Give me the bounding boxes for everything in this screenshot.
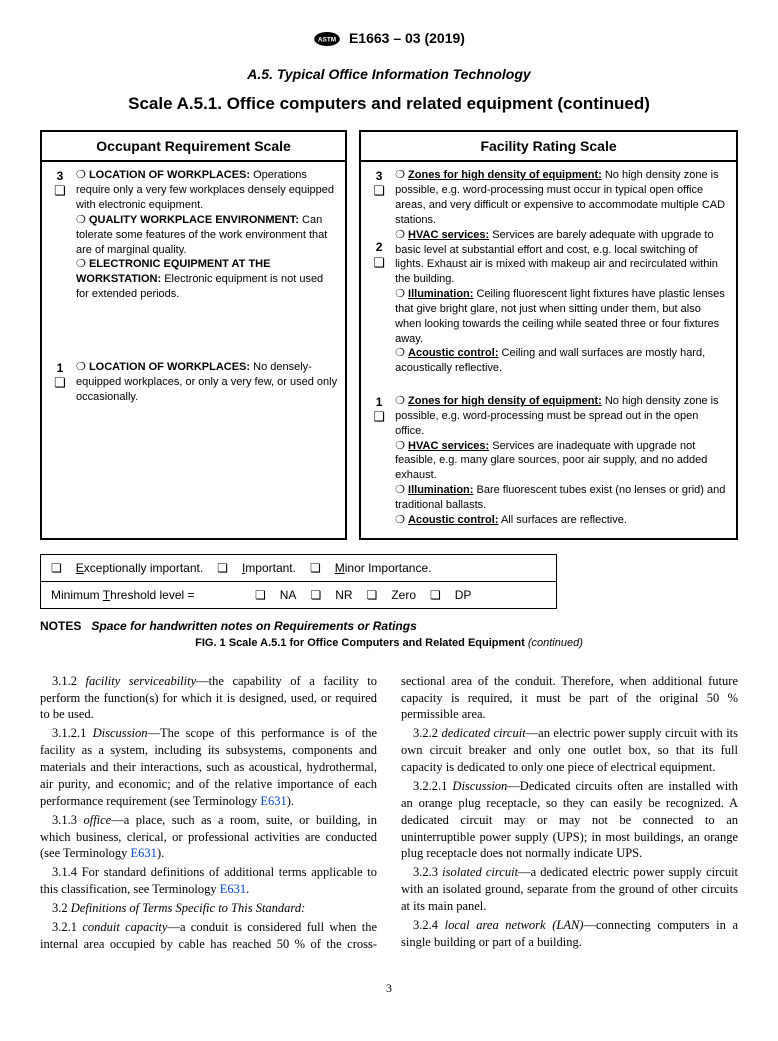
- facility-scale-title: Facility Rating Scale: [361, 132, 736, 162]
- checkbox-icon[interactable]: ❏: [310, 588, 321, 602]
- radio-icon[interactable]: ❍: [395, 514, 405, 526]
- radio-icon[interactable]: ❍: [76, 258, 86, 270]
- checkbox-icon[interactable]: ❏: [310, 561, 321, 575]
- facility-scale-box: Facility Rating Scale 3 ❏ 2 ❏ ❍ Zones fo…: [359, 130, 738, 539]
- figure-caption: FIG. 1 Scale A.5.1 for Office Computers …: [40, 637, 738, 649]
- occupant-row-1: 1 ❏ ❍ LOCATION OF WORKPLACES: No densely…: [50, 360, 337, 405]
- checkbox-icon[interactable]: ❏: [369, 410, 389, 423]
- scales-container: Occupant Requirement Scale 3 ❏ ❍ LOCATIO…: [40, 130, 738, 539]
- link-e631[interactable]: E631: [131, 846, 157, 860]
- level-number: 2: [369, 239, 389, 255]
- notes-line: NOTES Space for handwritten notes on Req…: [40, 619, 738, 633]
- radio-icon[interactable]: ❍: [395, 169, 405, 181]
- checkbox-icon[interactable]: ❏: [430, 588, 441, 602]
- checkbox-icon[interactable]: ❏: [367, 588, 378, 602]
- checkbox-icon[interactable]: ❏: [369, 256, 389, 269]
- radio-icon[interactable]: ❍: [76, 214, 86, 226]
- radio-icon[interactable]: ❍: [76, 169, 86, 181]
- checkbox-icon[interactable]: ❏: [50, 184, 70, 197]
- radio-icon[interactable]: ❍: [395, 484, 405, 496]
- link-e631[interactable]: E631: [260, 794, 286, 808]
- facility-row-1: 1 ❏ ❍ Zones for high density of equipmen…: [369, 394, 728, 528]
- page-number: 3: [40, 981, 738, 996]
- checkbox-icon[interactable]: ❏: [255, 588, 266, 602]
- occupant-row-3: 3 ❏ ❍ LOCATION OF WORKPLACES: Operations…: [50, 168, 337, 302]
- level-number: 1: [369, 394, 389, 410]
- radio-icon[interactable]: ❍: [76, 361, 86, 373]
- section-heading: A.5. Typical Office Information Technolo…: [40, 66, 738, 82]
- importance-box: ❏Exceptionally important. ❏Important. ❏M…: [40, 554, 557, 609]
- radio-icon[interactable]: ❍: [395, 395, 405, 407]
- radio-icon[interactable]: ❍: [395, 347, 405, 359]
- occupant-scale-box: Occupant Requirement Scale 3 ❏ ❍ LOCATIO…: [40, 130, 347, 539]
- level-number: 3: [50, 168, 70, 184]
- designation: E1663 – 03 (2019): [349, 30, 465, 46]
- occupant-scale-title: Occupant Requirement Scale: [42, 132, 345, 162]
- checkbox-icon[interactable]: ❏: [50, 376, 70, 389]
- link-e631[interactable]: E631: [220, 882, 246, 896]
- scale-heading: Scale A.5.1. Office computers and relate…: [40, 94, 738, 114]
- checkbox-icon[interactable]: ❏: [217, 561, 228, 575]
- level-number: 1: [50, 360, 70, 376]
- checkbox-icon[interactable]: ❏: [51, 561, 62, 575]
- level-number: 3: [369, 168, 389, 184]
- checkbox-icon[interactable]: ❏: [369, 184, 389, 197]
- radio-icon[interactable]: ❍: [395, 288, 405, 300]
- astm-logo-icon: ASTM: [313, 30, 341, 48]
- page-header: ASTM E1663 – 03 (2019): [40, 30, 738, 48]
- radio-icon[interactable]: ❍: [395, 440, 405, 452]
- radio-icon[interactable]: ❍: [395, 229, 405, 241]
- body-text: 3.1.2 facility serviceability—the capabi…: [40, 673, 738, 953]
- svg-text:ASTM: ASTM: [318, 37, 336, 44]
- facility-row-3: 3 ❏ 2 ❏ ❍ Zones for high density of equi…: [369, 168, 728, 376]
